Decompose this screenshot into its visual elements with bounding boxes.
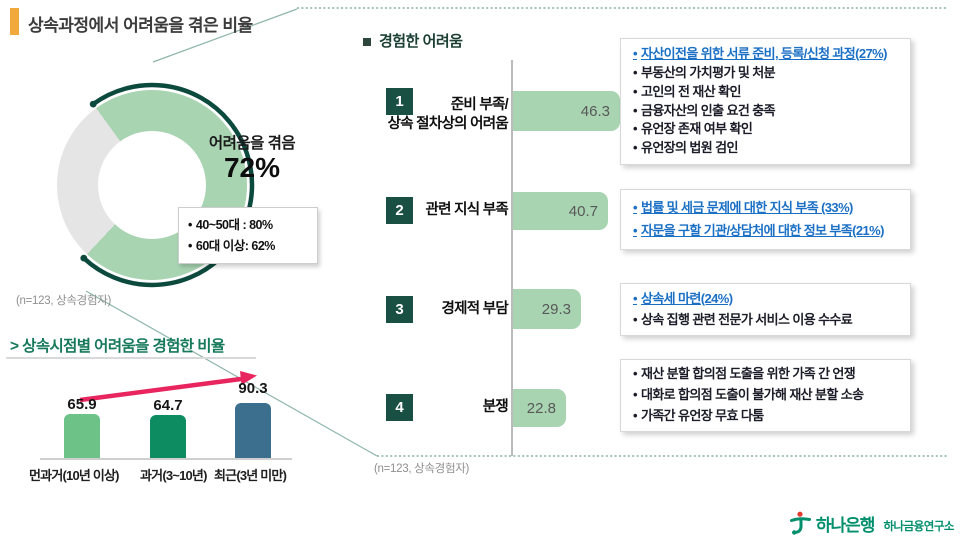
- timing-bar-distant-past: [64, 414, 100, 459]
- detail-item: 유언장 존재 여부 확인: [633, 120, 898, 139]
- page-title: 상속과정에서 어려움을 겪은 비율: [28, 16, 253, 35]
- difficulty-bar-value: 40.7: [568, 202, 598, 220]
- difficulty-label-4: 분쟁: [482, 399, 509, 415]
- rank-badge-4: 4: [386, 394, 413, 421]
- difficulty-bar-1: 46.3: [513, 91, 620, 131]
- timing-bar-value: 64.7: [153, 397, 183, 414]
- detail-item: 가족간 유언장 무효 다툼: [633, 406, 898, 427]
- detail-item: 고인의 전 재산 확인: [633, 83, 898, 102]
- square-bullet-icon: [363, 38, 371, 46]
- callout-diagonal-bottom: [85, 290, 378, 457]
- difficulties-axis: [511, 60, 513, 456]
- difficulty-bar-value: 22.8: [526, 399, 556, 417]
- rank-badge-3: 3: [386, 296, 413, 323]
- timing-bar-label: 먼과거(10년 이상): [29, 468, 120, 483]
- timing-bar-past: [150, 415, 186, 459]
- difficulty-label-1: 준비 부족/ 상속 절차상의 어려움: [350, 96, 509, 134]
- difficulties-header: 경험한 어려움: [379, 33, 463, 50]
- sample-note-right: (n=123, 상속경험자): [374, 463, 470, 475]
- sample-note-left: (n=123, 상속경험자): [16, 295, 112, 307]
- difficulty-label-line: 상속 절차상의 어려움: [387, 115, 509, 132]
- detail-box-2: 법률 및 세금 문제에 대한 지식 부족 (33%) 자문을 구할 기관/상담처…: [620, 189, 911, 250]
- difficulty-bar-4: 22.8: [513, 389, 566, 427]
- timing-bar-label: 과거(3~10년): [140, 468, 207, 483]
- difficulty-label-3: 경제적 부담: [441, 301, 508, 317]
- rank-badge-2: 2: [386, 197, 413, 224]
- hana-bank-logo: 하나은행 하나금융연구소: [789, 511, 954, 536]
- difficulty-bar-2: 40.7: [513, 192, 608, 230]
- timing-x-axis: [40, 458, 292, 460]
- timing-bar-value: 90.3: [238, 380, 268, 397]
- bank-name: 하나은행: [815, 516, 876, 535]
- difficulty-label-line: 준비 부족/: [450, 97, 509, 113]
- detail-item: 재산 분할 합의점 도출을 위한 가족 간 언쟁: [633, 364, 898, 385]
- difficulty-bar-value: 29.3: [541, 300, 571, 318]
- detail-item-highlight: 상속세 마련(24%): [633, 289, 898, 310]
- difficulty-bar-value: 46.3: [580, 102, 610, 120]
- detail-item: 상속 집행 관련 전문가 서비스 이용 수수료: [633, 310, 898, 331]
- title-accent-bar: [10, 8, 19, 35]
- detail-item-highlight: 법률 및 세금 문제에 대한 지식 부족 (33%): [633, 197, 898, 219]
- donut-slice-value: 72%: [223, 152, 281, 183]
- timing-bar-value: 65.9: [67, 396, 97, 413]
- hana-symbol-icon: [789, 511, 811, 535]
- difficulty-label-2: 관련 지식 부족: [425, 202, 509, 218]
- detail-item: 부동산의 가치평가 및 처분: [633, 64, 898, 83]
- rank-badge-1: 1: [386, 88, 413, 115]
- timing-chart-title: > 상속시점별 어려움을 경험한 비율: [10, 338, 225, 355]
- institute-name: 하나금융연구소: [883, 520, 954, 533]
- age-breakdown-callout: 40~50대 : 80% 60대 이상: 62%: [178, 207, 318, 265]
- difficulty-bar-3: 29.3: [513, 289, 581, 329]
- timing-bar-label: 최근(3년 미만): [214, 468, 287, 483]
- age-breakdown-item: 60대 이상: 62%: [188, 236, 308, 257]
- timing-title-underline: [6, 357, 256, 359]
- age-breakdown-item: 40~50대 : 80%: [188, 215, 308, 236]
- detail-item-highlight: 자문을 구할 기관/상담처에 대한 정보 부족(21%): [633, 220, 898, 242]
- detail-item: 유언장의 법원 검인: [633, 139, 898, 158]
- detail-item-highlight: 자산이전을 위한 서류 준비, 등록/신청 과정(27%): [633, 45, 898, 64]
- timing-bar-recent: [235, 403, 271, 459]
- detail-box-3: 상속세 마련(24%) 상속 집행 관련 전문가 서비스 이용 수수료: [620, 283, 911, 336]
- detail-item: 금융자산의 인출 요건 충족: [633, 102, 898, 121]
- detail-item: 대화로 합의점 도출이 불가해 재산 분할 소송: [633, 385, 898, 406]
- detail-box-1: 자산이전을 위한 서류 준비, 등록/신청 과정(27%) 부동산의 가치평가 …: [620, 38, 911, 165]
- detail-box-4: 재산 분할 합의점 도출을 위한 가족 간 언쟁 대화로 합의점 도출이 불가해…: [620, 359, 911, 432]
- donut-slice-label: 어려움을 겪음: [208, 135, 296, 152]
